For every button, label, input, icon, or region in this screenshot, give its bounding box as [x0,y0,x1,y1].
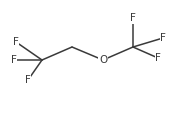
Text: F: F [11,55,17,65]
Text: F: F [130,13,136,23]
Text: F: F [155,53,161,63]
Text: F: F [13,37,19,47]
Text: F: F [160,33,166,43]
Text: F: F [25,75,31,85]
Text: O: O [99,55,107,65]
